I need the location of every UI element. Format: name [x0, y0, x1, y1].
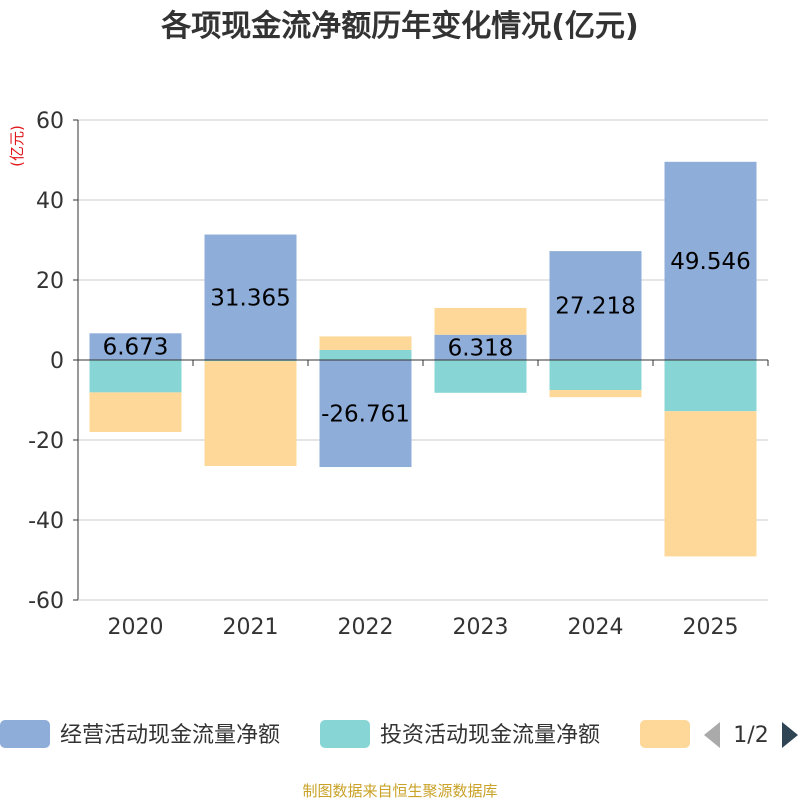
bar-2-2024	[549, 390, 642, 398]
pager-prev-icon[interactable]	[704, 722, 720, 748]
bar-0-2022	[319, 360, 412, 468]
y-tick-label: 20	[36, 269, 64, 294]
bar-1-2025	[664, 360, 757, 412]
bar-2-2020	[89, 392, 182, 432]
data-label: 49.546	[670, 249, 750, 275]
legend-swatch-1[interactable]	[320, 720, 370, 748]
data-source: 制图数据来自恒生聚源数据库	[302, 782, 497, 800]
data-label: 6.318	[448, 335, 514, 361]
pager-page-text: 1/2	[733, 723, 768, 748]
chart-title: 各项现金流净额历年变化情况(亿元)	[160, 9, 638, 44]
bar-0-2020	[89, 333, 182, 360]
y-tick-label: -60	[28, 589, 64, 614]
bars	[89, 161, 757, 557]
bar-1-2020	[89, 360, 182, 393]
y-tick-label: -40	[28, 509, 64, 534]
pager-next-icon[interactable]	[782, 722, 798, 748]
bar-0-2021	[204, 234, 297, 360]
bar-1-2022	[319, 350, 412, 360]
data-label: 27.218	[555, 294, 635, 320]
data-label: 6.673	[103, 335, 169, 361]
axes: 60 40 20 0 -20 -40 -60 2020 2021 2022 2023 2024 2025	[28, 109, 769, 640]
data-label: 31.365	[210, 285, 290, 311]
legend-swatch-2[interactable]	[640, 720, 690, 748]
y-tick-label: -20	[28, 429, 64, 454]
legend: 经营活动现金流量净额 投资活动现金流量净额	[0, 720, 690, 748]
data-labels: 6.673 31.365 -26.761 6.318 27.218 49.546	[103, 249, 751, 428]
y-tick-label: 0	[50, 349, 64, 374]
x-tick-label: 2023	[453, 615, 509, 640]
x-tick-label: 2020	[108, 615, 164, 640]
bar-2-2021	[204, 361, 297, 466]
bar-0-2023	[434, 334, 527, 360]
legend-pager: 1/2	[704, 722, 798, 748]
bar-1-2023	[434, 360, 527, 393]
legend-label-0[interactable]: 经营活动现金流量净额	[60, 723, 280, 748]
legend-swatch-0[interactable]	[0, 720, 50, 748]
bar-2-2023	[434, 307, 527, 335]
bar-2-2022	[319, 336, 412, 350]
y-tick-label: 60	[36, 109, 64, 134]
data-label: -26.761	[321, 402, 410, 428]
bar-1-2021	[204, 360, 297, 362]
bar-0-2024	[549, 251, 642, 360]
x-tick-label: 2024	[568, 615, 624, 640]
x-tick-label: 2025	[683, 615, 739, 640]
bar-2-2025	[664, 411, 757, 557]
legend-label-1[interactable]: 投资活动现金流量净额	[380, 723, 600, 748]
x-tick-label: 2022	[338, 615, 394, 640]
x-tick-label: 2021	[223, 615, 279, 640]
bar-1-2024	[549, 360, 642, 390]
y-axis-unit: (亿元)	[8, 125, 26, 167]
bar-0-2025	[664, 161, 757, 360]
y-tick-label: 40	[36, 189, 64, 214]
